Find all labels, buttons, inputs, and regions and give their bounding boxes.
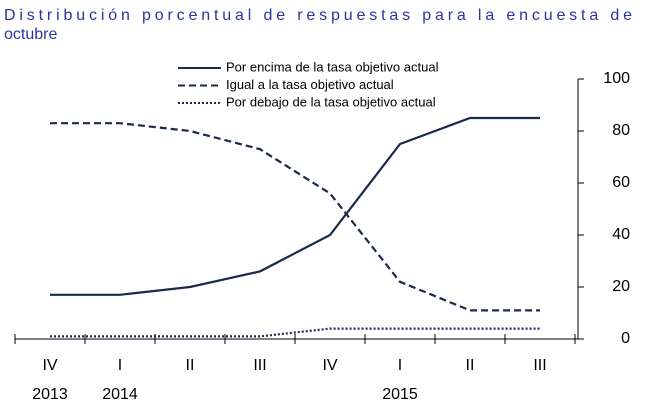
x-tick-label: I: [118, 357, 122, 374]
x-tick-label: III: [533, 357, 546, 374]
series-line: [50, 116, 540, 296]
legend-label: Por encima de la tasa objetivo actual: [226, 59, 439, 74]
y-tick-label: 60: [612, 174, 630, 191]
x-tick-label: II: [186, 357, 195, 374]
year-label: 2013: [32, 386, 68, 403]
legend-label: Igual a la tasa objetivo actual: [226, 77, 394, 92]
series-line: [50, 327, 540, 338]
y-tick-label: 80: [612, 122, 630, 139]
y-tick-label: 40: [612, 226, 630, 243]
series-line: [50, 122, 540, 312]
y-tick-label: 100: [603, 70, 630, 87]
y-tick-label: 20: [612, 278, 630, 295]
x-tick-label: III: [253, 357, 266, 374]
year-label: 2014: [102, 386, 138, 403]
x-tick-label: II: [466, 357, 475, 374]
x-tick-label: IV: [322, 357, 337, 374]
x-tick-label: I: [398, 357, 402, 374]
x-tick-label: IV: [42, 357, 57, 374]
year-label: 2015: [382, 386, 418, 403]
chart-title: Distribución porcentual de respuestas pa…: [4, 7, 632, 43]
legend-label: Por debajo de la tasa objetivo actual: [226, 94, 436, 109]
y-tick-label: 0: [621, 330, 630, 347]
